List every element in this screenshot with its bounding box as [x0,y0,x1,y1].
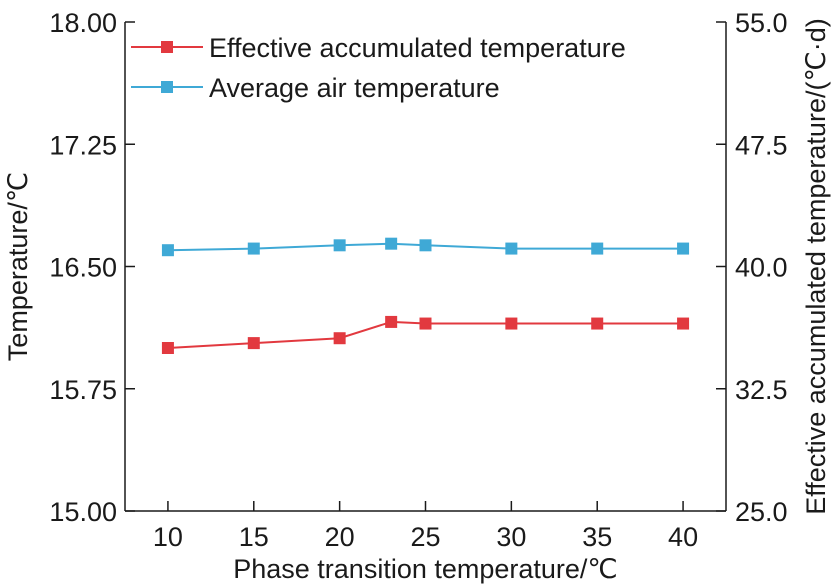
effective-accumulated-temperature-point [505,317,518,330]
x-tick-label: 40 [668,522,698,552]
right-y-tick-label: 55.0 [735,8,788,38]
average-air-temperature-point [505,242,518,255]
average-air-temperature-point [591,242,604,255]
x-tick-label: 35 [582,522,612,552]
average-air-temperature-point [385,237,398,250]
effective-accumulated-temperature-line [167,320,684,349]
left-y-tick-label: 18.00 [49,8,117,38]
effective-accumulated-temperature-point [419,317,432,330]
x-tick-label: 30 [496,522,526,552]
average-air-temperature-point [419,239,432,252]
left-y-tick-label: 16.50 [49,253,117,283]
legend-effective-accumulated-temperature-marker [161,41,173,53]
average-air-temperature-point [677,242,690,255]
legend-effective-accumulated-temperature-label: Effective accumulated temperature [209,33,626,63]
right-y-axis-title: Effective accumulated temperature/(℃·d) [801,18,831,515]
x-tick-label: 15 [239,522,269,552]
effective-accumulated-temperature-point [247,337,260,350]
right-y-tick-label: 47.5 [735,130,788,160]
x-tick-label: 25 [410,522,440,552]
effective-accumulated-temperature-point [677,317,690,330]
average-air-temperature-line [167,242,684,252]
x-tick-label: 20 [325,522,355,552]
legend-average-air-temperature-marker [161,81,173,93]
left-y-tick-label: 15.00 [49,497,117,527]
right-y-tick-label: 32.5 [735,375,788,405]
left-y-tick-label: 17.25 [49,130,117,160]
x-tick-label: 10 [153,522,183,552]
effective-accumulated-temperature-point [333,332,346,345]
average-air-temperature-point [247,242,260,255]
average-air-temperature-point [161,244,174,257]
right-y-tick-label: 40.0 [735,253,788,283]
left-y-axis-title: Temperature/℃ [3,172,33,361]
average-air-temperature-point [333,239,346,252]
right-y-tick-label: 25.0 [735,497,788,527]
effective-accumulated-temperature-point [385,315,398,328]
left-y-tick-label: 15.75 [49,375,117,405]
effective-accumulated-temperature-point [161,342,174,354]
effective-accumulated-temperature-point [591,317,604,330]
x-axis-title: Phase transition temperature/℃ [233,554,618,584]
legend-average-air-temperature-label: Average air temperature [209,73,500,103]
